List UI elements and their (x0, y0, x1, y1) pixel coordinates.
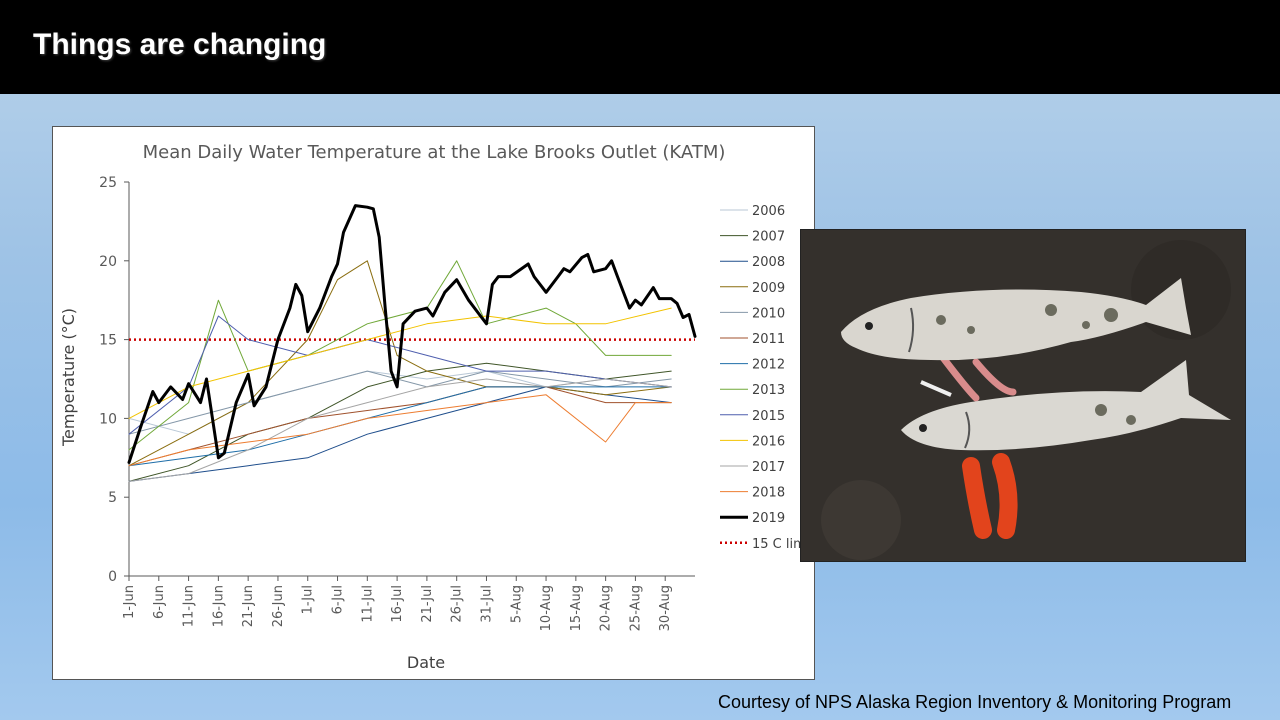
legend-label: 2013 (752, 383, 785, 398)
x-tick-label: 16-Jun (211, 585, 226, 627)
legend-label: 2009 (752, 281, 785, 296)
legend-label: 2008 (752, 255, 785, 270)
legend-label: 2019 (752, 511, 785, 526)
y-tick-label: 0 (108, 569, 117, 585)
x-tick-label: 1-Jul (301, 585, 316, 614)
y-tick-label: 10 (99, 411, 117, 427)
x-tick-label: 26-Jul (450, 585, 465, 623)
series-line-2018 (128, 394, 672, 467)
y-axis-label: Temperature (°C) (59, 308, 78, 447)
y-tick-label: 15 (99, 333, 117, 349)
legend-label: 15 C limit (752, 537, 814, 552)
x-tick-label: 21-Jun (241, 585, 256, 627)
x-axis-label: Date (407, 653, 445, 672)
x-tick-label: 15-Aug (569, 585, 584, 631)
legend-label: 2018 (752, 486, 785, 501)
temperature-chart: Mean Daily Water Temperature at the Lake… (59, 142, 814, 672)
legend-label: 2011 (752, 332, 785, 347)
legend-label: 2012 (752, 358, 785, 373)
x-tick-label: 16-Jul (390, 585, 405, 623)
y-tick-label: 5 (108, 490, 117, 506)
chart-panel: Mean Daily Water Temperature at the Lake… (52, 126, 815, 680)
x-tick-label: 6-Jul (331, 585, 346, 614)
salmon-photo (800, 229, 1246, 562)
photo-credit: Courtesy of NPS Alaska Region Inventory … (718, 692, 1232, 712)
legend-label: 2007 (752, 230, 785, 245)
x-tick-label: 31-Jul (479, 585, 494, 623)
y-tick-label: 25 (99, 175, 117, 191)
x-tick-label: 11-Jun (182, 585, 197, 627)
x-tick-label: 20-Aug (599, 585, 614, 631)
legend-label: 2006 (752, 204, 785, 219)
x-tick-label: 21-Jul (420, 585, 435, 623)
chart-title: Mean Daily Water Temperature at the Lake… (143, 142, 726, 163)
legend-label: 2010 (752, 306, 785, 321)
series-line-2011 (128, 386, 672, 467)
legend-label: 2017 (752, 460, 785, 475)
x-tick-label: 6-Jun (152, 585, 167, 619)
x-tick-label: 30-Aug (658, 585, 673, 631)
legend-label: 2016 (752, 434, 785, 449)
series-line-2017 (128, 378, 672, 482)
series-line-2016 (128, 307, 672, 419)
x-tick-label: 26-Jun (271, 585, 286, 627)
legend-label: 2015 (752, 409, 785, 424)
slide-title: Things are changing (33, 28, 327, 61)
series-line-2009 (128, 260, 672, 467)
x-tick-label: 5-Aug (509, 585, 524, 623)
x-tick-label: 11-Jul (360, 585, 375, 623)
x-tick-label: 10-Aug (539, 585, 554, 631)
series-line-2019 (127, 204, 697, 464)
salmon-image (801, 230, 1245, 561)
title-bar: Things are changing (0, 0, 1280, 94)
x-tick-label: 1-Jun (122, 585, 137, 619)
x-tick-label: 25-Aug (628, 585, 643, 631)
y-tick-label: 20 (99, 254, 117, 270)
